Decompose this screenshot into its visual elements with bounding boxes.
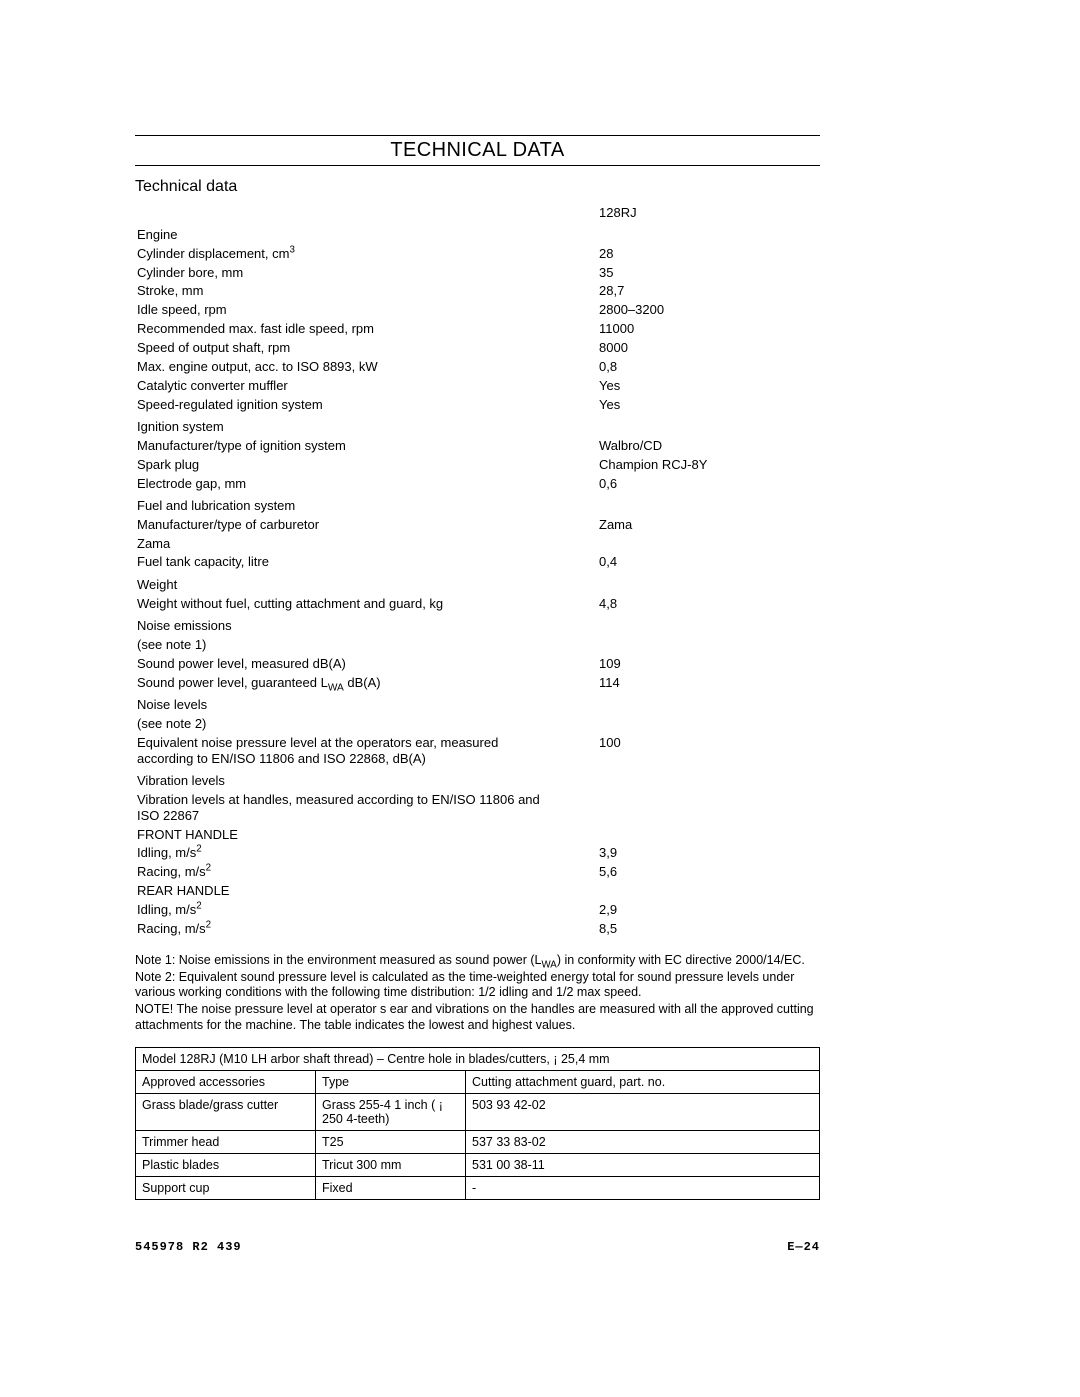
spec-value: 2800–3200	[559, 302, 818, 319]
spec-label: Speed-regulated ignition system	[137, 396, 557, 413]
acc-cell: 537 33 83-02	[466, 1131, 820, 1154]
acc-col-header: Cutting attachment guard, part. no.	[466, 1071, 820, 1094]
spec-label: Manufacturer/type of carburetor	[137, 516, 557, 533]
spec-value: 0,6	[559, 475, 818, 492]
spec-value	[559, 791, 818, 824]
spec-label: Spark plug	[137, 456, 557, 473]
spec-value	[559, 535, 818, 552]
acc-cell: Plastic blades	[136, 1154, 316, 1177]
spec-label: Equivalent noise pressure level at the o…	[137, 734, 557, 767]
spec-label: Catalytic converter muffler	[137, 377, 557, 394]
spec-group: Noise emissions	[137, 614, 818, 634]
spec-group: Noise levels	[137, 693, 818, 713]
spec-label: Vibration levels at handles, measured ac…	[137, 791, 557, 824]
spec-value: Walbro/CD	[559, 437, 818, 454]
spec-value: 109	[559, 655, 818, 672]
section-title: Technical data	[135, 178, 820, 196]
spec-value: 28	[559, 245, 818, 262]
spec-value: 2,9	[559, 901, 818, 918]
model-header: 128RJ	[559, 204, 818, 221]
spec-label: Sound power level, measured dB(A)	[137, 655, 557, 672]
acc-cell: 503 93 42-02	[466, 1094, 820, 1131]
footer-right: E—24	[787, 1240, 820, 1254]
spec-label: Electrode gap, mm	[137, 475, 557, 492]
spec-label: Cylinder bore, mm	[137, 264, 557, 281]
spec-label: Weight without fuel, cutting attachment …	[137, 595, 557, 612]
spec-group: Ignition system	[137, 415, 818, 435]
spec-value: Zama	[559, 516, 818, 533]
page-title: TECHNICAL DATA	[135, 139, 820, 162]
note-paragraph: NOTE! The noise pressure level at operat…	[135, 1002, 820, 1033]
notes-block: Note 1: Noise emissions in the environme…	[135, 953, 820, 1033]
spec-label: Idling, m/s2	[137, 845, 557, 862]
spec-label: FRONT HANDLE	[137, 826, 557, 843]
spec-value: 5,6	[559, 864, 818, 881]
spec-label: Recommended max. fast idle speed, rpm	[137, 321, 557, 338]
acc-cell: Trimmer head	[136, 1131, 316, 1154]
spec-label: Max. engine output, acc. to ISO 8893, kW	[137, 358, 557, 375]
page-footer: 545978 R2 439 E—24	[135, 1240, 820, 1254]
acc-cell: Grass 255-4 1 inch ( ¡ 250 4-teeth)	[316, 1094, 466, 1131]
spec-label: Cylinder displacement, cm3	[137, 245, 557, 262]
note-paragraph: Note 2: Equivalent sound pressure level …	[135, 970, 820, 1001]
spec-value: 35	[559, 264, 818, 281]
acc-cell: Fixed	[316, 1177, 466, 1200]
spec-value: 11000	[559, 321, 818, 338]
spec-value: Yes	[559, 396, 818, 413]
acc-header-row: Model 128RJ (M10 LH arbor shaft thread) …	[136, 1048, 820, 1071]
acc-cell: T25	[316, 1131, 466, 1154]
spec-label: Racing, m/s2	[137, 920, 557, 937]
spec-label: Stroke, mm	[137, 283, 557, 300]
spec-value: 100	[559, 734, 818, 767]
spec-label: Zama	[137, 535, 557, 552]
spec-label: Sound power level, guaranteed LWA dB(A)	[137, 674, 557, 691]
spec-group: Fuel and lubrication system	[137, 494, 818, 514]
spec-group: Engine	[137, 223, 818, 243]
spec-value: 8,5	[559, 920, 818, 937]
spec-value	[559, 636, 818, 653]
spec-label: REAR HANDLE	[137, 883, 557, 900]
spec-group: Weight	[137, 573, 818, 593]
acc-col-header: Type	[316, 1071, 466, 1094]
acc-cell: -	[466, 1177, 820, 1200]
acc-col-header: Approved accessories	[136, 1071, 316, 1094]
note-paragraph: Note 1: Noise emissions in the environme…	[135, 953, 820, 969]
spec-label: Idling, m/s2	[137, 901, 557, 918]
spec-label: Racing, m/s2	[137, 864, 557, 881]
spec-value	[559, 826, 818, 843]
spec-value: Yes	[559, 377, 818, 394]
page-header: TECHNICAL DATA	[135, 135, 820, 166]
spec-value: 4,8	[559, 595, 818, 612]
acc-cell: Support cup	[136, 1177, 316, 1200]
spec-value: 8000	[559, 340, 818, 357]
footer-left: 545978 R2 439	[135, 1240, 242, 1254]
spec-label: Idle speed, rpm	[137, 302, 557, 319]
spec-label: (see note 2)	[137, 715, 557, 732]
spec-value	[559, 883, 818, 900]
accessories-table: Model 128RJ (M10 LH arbor shaft thread) …	[135, 1047, 820, 1200]
spec-label: Manufacturer/type of ignition system	[137, 437, 557, 454]
spec-value: 3,9	[559, 845, 818, 862]
spec-value	[559, 715, 818, 732]
spec-label: Speed of output shaft, rpm	[137, 340, 557, 357]
spec-value: Champion RCJ-8Y	[559, 456, 818, 473]
acc-cell: Tricut 300 mm	[316, 1154, 466, 1177]
spec-value: 0,8	[559, 358, 818, 375]
spec-value: 0,4	[559, 554, 818, 571]
acc-cell: 531 00 38-11	[466, 1154, 820, 1177]
spec-table: 128RJEngineCylinder displacement, cm328C…	[135, 202, 820, 939]
spec-group: Vibration levels	[137, 769, 818, 789]
spec-value: 28,7	[559, 283, 818, 300]
spec-label: Fuel tank capacity, litre	[137, 554, 557, 571]
spec-value: 114	[559, 674, 818, 691]
acc-cell: Grass blade/grass cutter	[136, 1094, 316, 1131]
spec-label: (see note 1)	[137, 636, 557, 653]
